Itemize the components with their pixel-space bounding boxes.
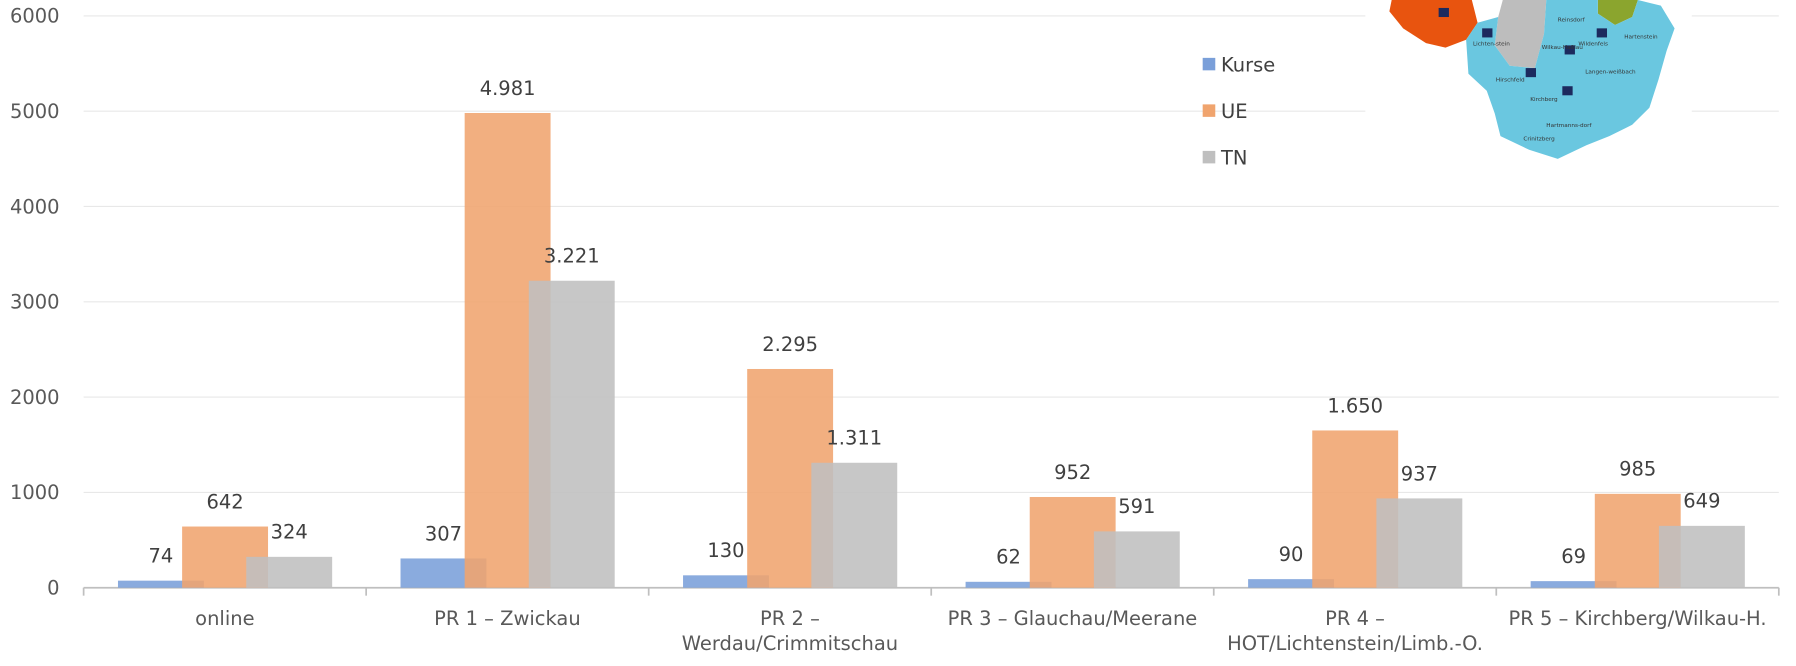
bar [1658, 525, 1745, 588]
value-label: 937 [1401, 462, 1438, 485]
bar [528, 280, 615, 588]
value-label: 952 [1054, 461, 1091, 484]
y-tick-label: 1000 [10, 481, 60, 504]
x-tick-label: PR 1 – Zwickau [434, 607, 581, 630]
value-label: 649 [1683, 490, 1720, 513]
x-tick-label: PR 4 – HOT/Lichtenstein/Limb.-O. [1227, 607, 1483, 655]
map-label: Wildenfels [1578, 41, 1608, 47]
bar [117, 580, 204, 588]
map-label: Hirschfeld [1496, 78, 1525, 84]
y-tick-label: 2000 [10, 386, 60, 409]
y-tick-label: 5000 [10, 100, 60, 123]
legend-swatch [1202, 57, 1216, 71]
map-icon [1564, 45, 1575, 55]
legend-swatch [1202, 104, 1216, 117]
map-label: Crinitzberg [1523, 137, 1555, 143]
bar [811, 462, 898, 588]
value-label: 130 [707, 539, 744, 562]
value-label: 4.981 [480, 77, 536, 100]
x-tick-label: online [195, 607, 254, 630]
value-label: 985 [1619, 458, 1656, 481]
bar [246, 556, 333, 588]
legend-label: UE [1221, 100, 1248, 123]
bar [1376, 498, 1463, 588]
bar [1530, 581, 1617, 588]
value-label: 2.295 [762, 333, 818, 356]
legend: Kurse UE TN [1202, 54, 1275, 170]
value-label: 90 [1279, 543, 1304, 566]
map-region [1466, 0, 1675, 159]
map-label: Langen-weißbach [1585, 70, 1636, 76]
y-tick-label: 3000 [10, 291, 60, 314]
inset-map: Reinsdorf Lichten-stein Wilkau-Haßlau Wi… [1365, 0, 1692, 159]
x-tick-label: PR 5 – Kirchberg/Wilkau-H. [1509, 607, 1767, 630]
legend-label: TN [1220, 147, 1247, 170]
y-tick-label: 4000 [10, 195, 60, 218]
map-label: Lichten-stein [1473, 41, 1510, 47]
map-label: Wilkau-Haßlau [1542, 45, 1584, 51]
value-label: 1.311 [826, 427, 882, 450]
map-icon [1525, 68, 1536, 78]
value-label: 74 [149, 545, 174, 568]
value-label: 69 [1561, 545, 1586, 568]
bar [1093, 531, 1180, 588]
value-label: 591 [1118, 495, 1155, 518]
value-label: 1.650 [1327, 394, 1383, 417]
bars: 74 642 324 307 4.981 3.221 130 2.295 1.311 62 952 5… [117, 77, 1745, 588]
legend-label: Kurse [1221, 54, 1275, 77]
value-label: 642 [206, 490, 243, 513]
value-label: 324 [271, 521, 308, 544]
x-tick-label: PR 3 – Glauchau/Meerane [948, 607, 1198, 630]
map-icon [1482, 28, 1493, 38]
map-icon [1438, 7, 1449, 18]
y-tick-label: 6000 [10, 5, 60, 28]
legend-swatch [1202, 150, 1216, 164]
map-label: Reinsdorf [1558, 18, 1586, 24]
map-icon [1562, 86, 1573, 96]
value-label: 62 [996, 546, 1021, 569]
map-region [1494, 0, 1547, 69]
map-icon [1596, 28, 1608, 38]
map-region [1597, 0, 1638, 25]
value-label: 3.221 [544, 245, 600, 268]
bar [1248, 579, 1335, 588]
map-label: Hartenstein [1624, 35, 1658, 41]
map-region [1389, 0, 1478, 48]
value-label: 307 [425, 522, 462, 545]
bar [965, 581, 1052, 588]
x-tick-label: PR 2 – Werdau/Crimmitschau [682, 607, 898, 655]
map-label: Hartmanns-dorf [1546, 123, 1592, 129]
y-tick-label: 0 [47, 577, 59, 600]
map-label: Kirchberg [1530, 97, 1558, 103]
